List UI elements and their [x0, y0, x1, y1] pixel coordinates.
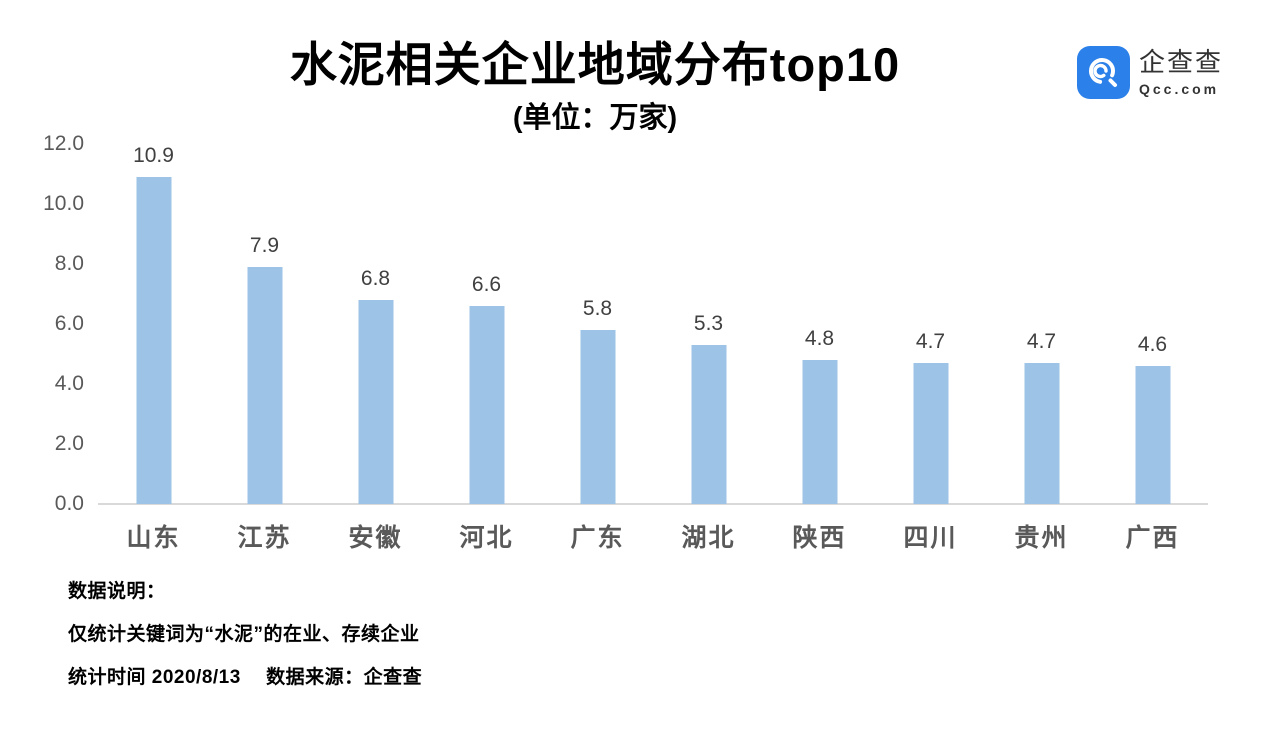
footnotes: 数据说明： 仅统计关键词为“水泥”的在业、存续企业 统计时间 2020/8/13…	[68, 582, 422, 711]
y-tick-label: 6.0	[54, 312, 84, 335]
bar-group: 4.8	[764, 144, 875, 504]
bar	[136, 177, 171, 504]
x-tick-label: 山东	[126, 524, 181, 552]
plot-area: 山东 10.9 江苏 7.9 安徽 6.8 河北 6.6 广东 5.8 湖北 5.3 陕西 4.8 四川 4.…	[98, 144, 1208, 552]
x-tick-label: 广东	[570, 524, 625, 552]
footnote-source: 统计时间 2020/8/13 数据来源：企查查	[68, 667, 423, 688]
bar	[247, 267, 282, 504]
bar-group: 5.3	[653, 144, 764, 504]
qcc-logo-text: 企查查 Qcc.com	[1139, 46, 1223, 97]
bar-value-label: 6.6	[471, 273, 502, 296]
y-tick-label: 2.0	[54, 432, 84, 455]
x-tick-label: 四川	[903, 524, 958, 552]
y-axis: 0.0 2.0 4.0 6.0 8.0 10.0 12.0	[0, 132, 84, 515]
x-tick-label: 江苏	[237, 524, 292, 552]
y-tick-label: 8.0	[54, 252, 84, 275]
bar-value-label: 4.8	[804, 327, 835, 350]
bar-value-label: 4.7	[1026, 330, 1057, 353]
bar	[469, 306, 504, 504]
bar-value-label: 4.7	[915, 330, 946, 353]
x-tick-label: 广西	[1125, 524, 1180, 552]
bar	[358, 300, 393, 504]
bar-group: 4.7	[875, 144, 986, 504]
bar-value-label: 5.3	[693, 312, 724, 335]
x-tick-label: 河北	[459, 524, 514, 552]
chart-header: 水泥相关企业地域分布top10 (单位：万家)	[0, 38, 1190, 136]
bar-value-label: 4.6	[1137, 333, 1168, 356]
y-tick-label: 4.0	[54, 372, 84, 395]
bar-value-label: 5.8	[582, 297, 613, 320]
bar-value-label: 10.9	[133, 144, 174, 167]
bar	[691, 345, 726, 504]
bar-group: 7.9	[209, 144, 320, 504]
bar-group: 4.6	[1097, 144, 1208, 504]
bar-value-label: 7.9	[249, 234, 280, 257]
x-tick-label: 陕西	[792, 524, 847, 552]
x-tick-label: 贵州	[1014, 524, 1069, 552]
x-axis-line	[98, 503, 1208, 505]
bar	[1024, 363, 1059, 504]
bar-group: 4.7	[986, 144, 1097, 504]
bar-group: 6.6	[431, 144, 542, 504]
x-tick-label: 湖北	[681, 524, 736, 552]
qcc-logo: 企查查 Qcc.com	[1076, 46, 1223, 99]
y-tick-label: 0.0	[54, 492, 84, 515]
page-title: 水泥相关企业地域分布top10	[289, 38, 901, 91]
qcc-logo-icon	[1076, 46, 1130, 99]
chart-subtitle: (单位：万家)	[512, 102, 678, 135]
y-tick-label: 12.0	[43, 132, 84, 155]
bar	[802, 360, 837, 504]
y-tick-label: 10.0	[43, 192, 84, 215]
bar	[1135, 366, 1170, 504]
footnote-heading: 数据说明：	[68, 581, 166, 602]
bar-value-label: 6.8	[360, 267, 391, 290]
bar	[913, 363, 948, 504]
bar	[580, 330, 615, 504]
bar-group: 6.8	[320, 144, 431, 504]
bar-group: 5.8	[542, 144, 653, 504]
bar-group: 10.9	[98, 144, 209, 504]
logo-name: 企查查	[1138, 47, 1223, 77]
logo-domain: Qcc.com	[1138, 80, 1220, 97]
x-tick-label: 安徽	[348, 524, 403, 552]
footnote-scope: 仅统计关键词为“水泥”的在业、存续企业	[68, 624, 420, 645]
